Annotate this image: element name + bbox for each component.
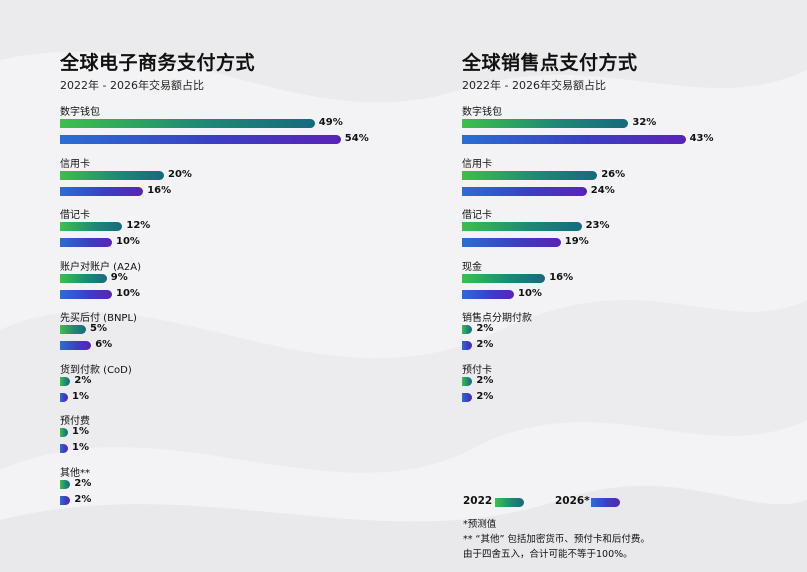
category-label: 预付费 [60, 416, 90, 427]
data-label: 2% [476, 323, 494, 334]
data-label: 23% [585, 220, 610, 231]
bar-2026 [60, 495, 71, 505]
bar-2022 [60, 479, 71, 489]
bar-2026 [462, 341, 473, 350]
legend-label-2022: 2022 [463, 495, 493, 507]
footnote-other: ** “其他” 包括加密货币、预付卡和后付费。 [463, 534, 650, 545]
chart-title: 全球电子商务支付方式 [60, 52, 256, 74]
data-label: 26% [601, 168, 626, 180]
category-label: 借记卡 [462, 210, 492, 221]
footnote-rounding: 由于四舍五入，合计可能不等于100%。 [463, 549, 633, 560]
data-label: 1% [72, 426, 89, 437]
data-label: 1% [72, 442, 89, 453]
bar-2026 [462, 238, 561, 247]
data-label: 12% [126, 220, 151, 231]
data-label: 9% [110, 271, 128, 283]
data-label: 10% [518, 287, 542, 299]
data-label: 2% [476, 390, 494, 402]
bar-2026 [462, 289, 514, 299]
bar-2022 [462, 119, 629, 128]
data-label: 24% [590, 184, 615, 196]
bar-2026 [462, 135, 686, 144]
category-label: 信用卡 [60, 158, 90, 170]
legend-swatch-2026 [591, 498, 620, 507]
category-label: 数字钱包 [60, 107, 100, 118]
bar-2022 [462, 222, 582, 231]
category-label: 现金 [462, 261, 482, 273]
data-label: 16% [549, 271, 574, 283]
category-label: 货到付款 (CoD) [60, 364, 132, 376]
bar-2022 [60, 428, 68, 437]
chart-subtitle: 2022年 - 2026年交易额占比 [462, 79, 606, 92]
data-label: 2% [476, 374, 494, 386]
bar-2022 [60, 119, 315, 128]
bar-2022 [462, 376, 473, 386]
bar-2026 [462, 392, 473, 402]
legend-swatch-2022 [495, 498, 524, 507]
bar-2026 [60, 341, 92, 350]
data-label: 10% [116, 236, 140, 247]
bar-2026 [60, 444, 68, 453]
bar-2026 [60, 238, 112, 247]
data-label: 2% [476, 339, 494, 350]
data-label: 6% [95, 339, 113, 350]
bar-2026 [60, 186, 144, 196]
legend-label-2026: 2026* [555, 495, 590, 507]
category-label: 销售点分期付款 [462, 313, 532, 324]
bar-2022 [60, 273, 107, 283]
data-label: 20% [168, 168, 192, 180]
data-label: 43% [689, 133, 714, 144]
bar-2022 [60, 170, 164, 180]
data-label: 19% [564, 236, 589, 247]
bar-2022 [462, 325, 473, 334]
bar-2022 [60, 222, 123, 231]
data-label: 16% [147, 184, 172, 196]
data-label: 1% [72, 390, 89, 402]
bar-2022 [462, 170, 598, 180]
data-label: 54% [344, 133, 369, 144]
category-label: 数字钱包 [462, 107, 502, 118]
chart-title: 全球销售点支付方式 [462, 52, 638, 74]
data-label: 2% [74, 493, 92, 505]
category-label: 借记卡 [60, 210, 90, 221]
data-label: 49% [318, 117, 343, 128]
category-label: 预付卡 [462, 364, 492, 376]
bar-2026 [462, 186, 587, 196]
category-label: 其他** [60, 467, 90, 479]
bar-2022 [462, 273, 546, 283]
bar-2022 [60, 325, 86, 334]
category-label: 先买后付 (BNPL) [60, 313, 137, 324]
bar-2026 [60, 135, 341, 144]
category-label: 账户对账户 (A2A) [60, 261, 142, 273]
chart-subtitle: 2022年 - 2026年交易额占比 [60, 79, 204, 92]
footnotes: *预测值 ** “其他” 包括加密货币、预付卡和后付费。 由于四舍五入，合计可能… [463, 517, 650, 562]
footnote-forecast: *预测值 [463, 519, 497, 530]
data-label: 10% [116, 287, 140, 299]
data-label: 2% [74, 477, 92, 489]
bar-2026 [60, 289, 112, 299]
data-label: 32% [632, 117, 657, 128]
data-label: 5% [90, 323, 107, 334]
data-label: 2% [74, 374, 92, 386]
legend-item-2026: 2026* [555, 495, 620, 507]
bar-2026 [60, 392, 68, 402]
legend-item-2022: 2022 [463, 495, 524, 507]
bar-2022 [60, 376, 71, 386]
category-label: 信用卡 [462, 158, 492, 170]
